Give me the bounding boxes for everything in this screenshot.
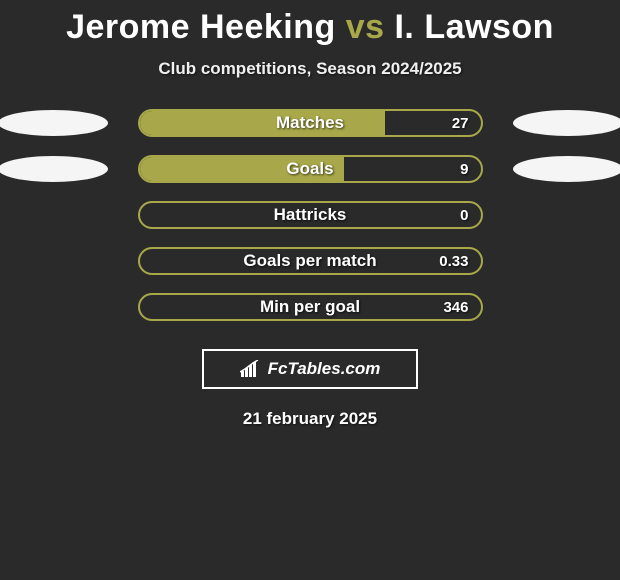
page-title: Jerome Heeking vs I. Lawson [0, 8, 620, 47]
stat-row: Goals per match0.33 [0, 247, 620, 275]
stat-value: 0.33 [439, 253, 468, 270]
comparison-card: Jerome Heeking vs I. Lawson Club competi… [0, 0, 620, 429]
brand-box[interactable]: FcTables.com [202, 349, 418, 389]
stat-label: Goals per match [140, 251, 481, 271]
stat-value: 9 [460, 161, 468, 178]
stat-bar: Min per goal346 [138, 293, 483, 321]
right-ellipse [513, 156, 620, 182]
stat-bar: Hattricks0 [138, 201, 483, 229]
title-player2: I. Lawson [394, 8, 553, 46]
right-ellipse [513, 110, 620, 136]
stat-label: Min per goal [140, 297, 481, 317]
stat-row: Min per goal346 [0, 293, 620, 321]
left-ellipse [0, 156, 108, 182]
date-label: 21 february 2025 [0, 409, 620, 429]
stat-row: Hattricks0 [0, 201, 620, 229]
stat-label: Goals [140, 159, 481, 179]
stat-bar: Goals per match0.33 [138, 247, 483, 275]
title-player1: Jerome Heeking [66, 8, 336, 46]
bar-chart-icon [240, 360, 262, 378]
stat-value: 27 [452, 115, 469, 132]
stat-bar: Goals9 [138, 155, 483, 183]
brand-text: FcTables.com [268, 359, 381, 379]
title-vs: vs [346, 8, 385, 46]
stat-row: Matches27 [0, 109, 620, 137]
subtitle: Club competitions, Season 2024/2025 [0, 59, 620, 79]
stat-rows: Matches27 Goals9 Hattricks0 Goals per match… [0, 109, 620, 321]
stat-row: Goals9 [0, 155, 620, 183]
stat-label: Hattricks [140, 205, 481, 225]
stat-value: 346 [443, 299, 468, 316]
stat-label: Matches [140, 113, 481, 133]
stat-bar: Matches27 [138, 109, 483, 137]
left-ellipse [0, 110, 108, 136]
stat-value: 0 [460, 207, 468, 224]
